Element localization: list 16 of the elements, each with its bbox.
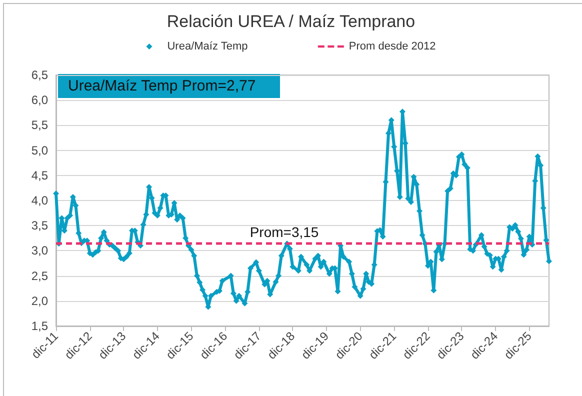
y-tick-label: 3,0 [31,244,48,258]
y-tick-label: 5,5 [31,118,48,132]
y-tick-label: 2,5 [31,268,48,283]
y-tick-label: 3,5 [31,218,48,233]
annotation: Prom=3,15 [250,224,319,240]
annotation: Urea/Maíz Temp Prom=2,77 [68,78,256,94]
y-tick-label: 5,0 [31,143,48,158]
legend-label: Prom desde 2012 [348,40,436,52]
y-tick-label: 2,0 [31,294,48,308]
y-tick-label: 4,5 [31,168,48,182]
legend-label: Urea/Maíz Temp [167,40,248,52]
y-tick-label: 1,5 [31,319,48,333]
chart-title: Relación UREA / Maíz Temprano [166,12,416,31]
y-tick-label: 4,0 [31,194,48,208]
y-tick-label: 6,5 [31,68,48,82]
y-tick-label: 6,0 [31,93,48,108]
